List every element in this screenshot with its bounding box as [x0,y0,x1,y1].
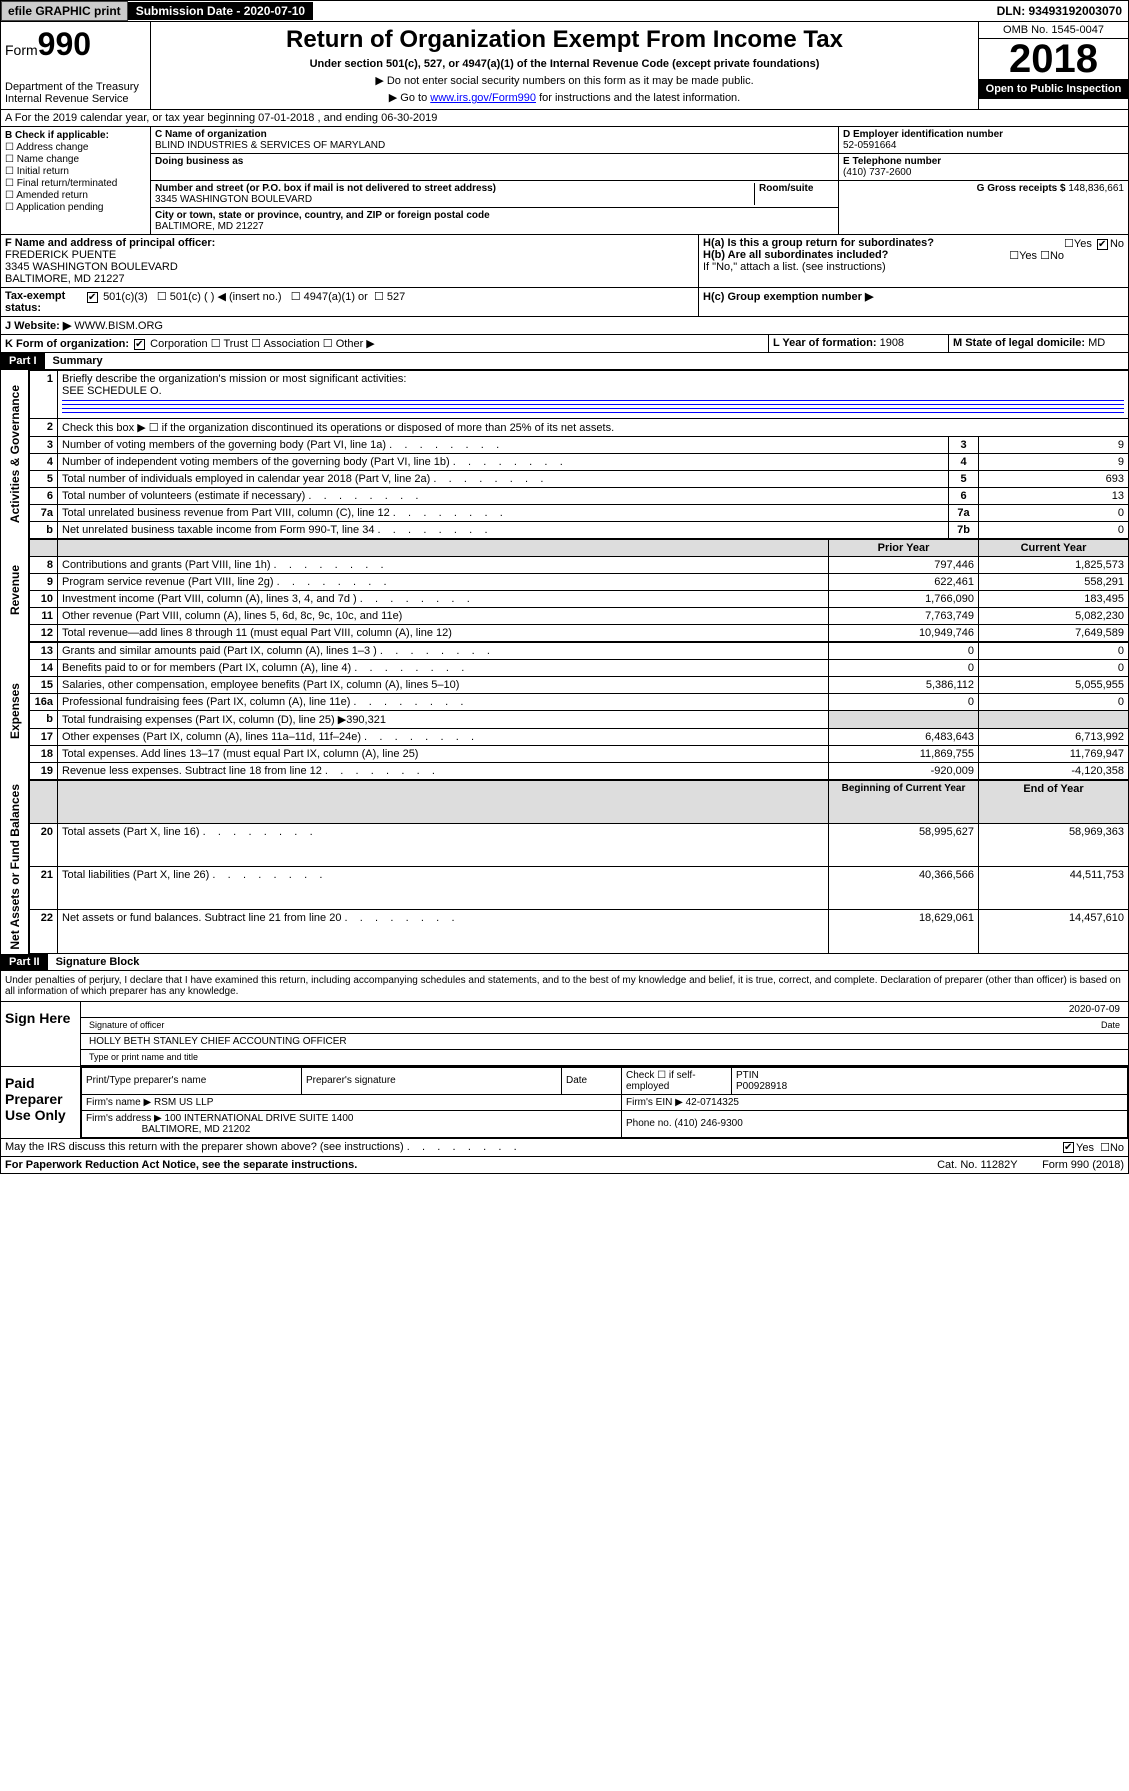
part1-header: Part ISummary [0,353,1129,370]
tax-year: 2018 [979,39,1128,79]
box-f: F Name and address of principal officer:… [1,235,698,287]
section-netassets: Net Assets or Fund Balances Beginning of… [0,780,1129,954]
section-revenue: Revenue Prior YearCurrent Year 8Contribu… [0,539,1129,642]
section-governance: Activities & Governance 1 Briefly descri… [0,370,1129,539]
part2-header: Part IISignature Block [0,954,1129,971]
net-label: Net Assets or Fund Balances [6,780,24,954]
check-no-icon [1097,239,1108,250]
check-501c3-icon [87,292,98,303]
dln: DLN: 93493192003070 [991,2,1128,20]
sign-here: Sign Here 2020-07-09 Signature of office… [0,1002,1129,1067]
row-fh: F Name and address of principal officer:… [0,235,1129,288]
form-number: Form990 [5,26,146,63]
exp-label: Expenses [6,679,24,743]
note-2: ▶ Go to www.irs.gov/Form990 for instruct… [155,91,974,104]
discuss-row: May the IRS discuss this return with the… [0,1139,1129,1157]
sig-declaration: Under penalties of perjury, I declare th… [0,971,1129,1002]
section-expenses: Expenses 13Grants and similar amounts pa… [0,642,1129,780]
paid-preparer: Paid Preparer Use Only Print/Type prepar… [0,1067,1129,1139]
row-j: J Website: ▶ WWW.BISM.ORG [0,317,1129,335]
check-yes-icon [1063,1142,1074,1153]
form-header: Form990 Department of the Treasury Inter… [0,22,1129,110]
block-bcd: B Check if applicable: ☐ Address change … [0,127,1129,235]
open-public: Open to Public Inspection [979,79,1128,99]
form-title: Return of Organization Exempt From Incom… [155,26,974,54]
check-corp-icon [134,339,145,350]
box-c: C Name of organizationBLIND INDUSTRIES &… [151,127,838,234]
irs-link[interactable]: www.irs.gov/Form990 [430,92,536,104]
row-ij: Tax-exempt status: 501(c)(3) ☐ 501(c) ( … [0,288,1129,317]
box-h: H(a) Is this a group return for subordin… [698,235,1128,287]
row-a: A For the 2019 calendar year, or tax yea… [0,110,1129,127]
submission-date: Submission Date - 2020-07-10 [128,2,313,20]
footer: For Paperwork Reduction Act Notice, see … [0,1157,1129,1174]
row-klm: K Form of organization: Corporation ☐ Tr… [0,335,1129,353]
form-subtitle: Under section 501(c), 527, or 4947(a)(1)… [155,58,974,70]
efile-btn[interactable]: efile GRAPHIC print [1,1,128,21]
rev-label: Revenue [6,561,24,619]
box-deg: D Employer identification number52-05916… [838,127,1128,234]
topbar: efile GRAPHIC print Submission Date - 20… [0,0,1129,22]
department: Department of the Treasury Internal Reve… [5,81,146,105]
gov-label: Activities & Governance [6,381,24,527]
box-b: B Check if applicable: ☐ Address change … [1,127,151,234]
note-1: ▶ Do not enter social security numbers o… [155,74,974,87]
